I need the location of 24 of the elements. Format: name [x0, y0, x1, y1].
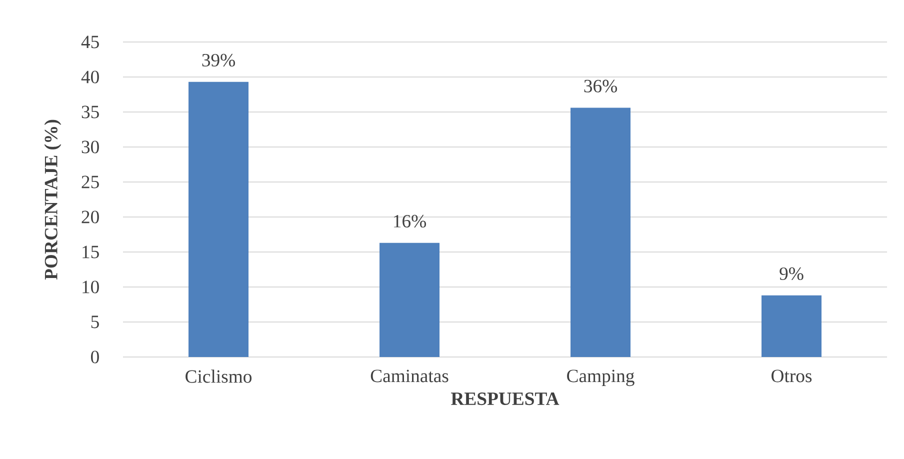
x-tick-label: Otros	[772, 370, 812, 382]
data-label: 16%	[394, 214, 426, 228]
y-tick-label: 20	[82, 210, 99, 224]
x-tick-label: Camping	[567, 370, 634, 386]
y-tick-label: 25	[82, 176, 99, 188]
y-tick-label: 45	[81, 36, 99, 48]
data-label: 36%	[584, 80, 617, 92]
x-tick-label: Caminatas	[370, 370, 448, 382]
bar	[762, 295, 822, 357]
bar	[570, 108, 631, 357]
data-label: 39%	[202, 54, 235, 67]
y-tick-label: 40	[81, 70, 99, 84]
y-axis-title: PORCENTAJE (%)	[44, 120, 62, 280]
y-tick-label: 5	[91, 316, 99, 328]
y-tick-label: 0	[91, 350, 99, 364]
bar	[188, 82, 249, 357]
y-tick-label: 15	[82, 246, 99, 258]
x-axis-title: RESPUESTA	[451, 392, 560, 406]
y-tick-label: 10	[82, 280, 99, 294]
data-label: 9%	[780, 267, 804, 280]
y-tick-label: 30	[82, 140, 99, 154]
bar	[380, 242, 440, 357]
x-tick-label: Ciclismo	[186, 370, 252, 383]
y-tick-label: 35	[82, 106, 99, 118]
